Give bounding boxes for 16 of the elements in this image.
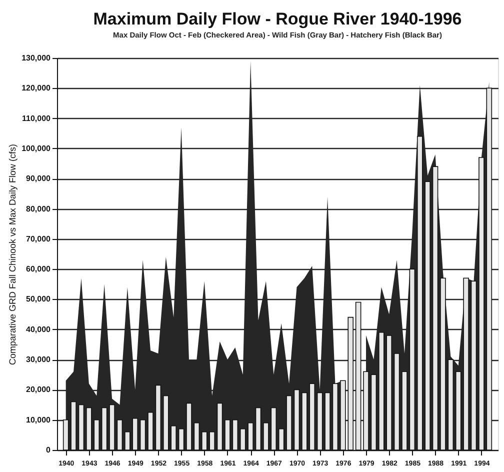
chart-title: Maximum Daily Flow - Rogue River 1940-1996 (93, 10, 462, 28)
y-tick-label: 110,000 (22, 114, 52, 123)
y-tick-label: 100,000 (22, 144, 52, 153)
y-tick-label: 50,000 (26, 294, 52, 304)
y-tick-label: 20,000 (26, 385, 52, 394)
y-tick-label: 70,000 (26, 234, 52, 244)
y-tick-label: 120,000 (22, 84, 52, 93)
y-tick-label: 90,000 (26, 174, 52, 184)
y-tick-label: 30,000 (26, 355, 52, 364)
y-tick-label: 130,000 (22, 54, 52, 62)
y-tick-label: 80,000 (26, 204, 52, 214)
y-tick-label: 0 (46, 446, 52, 454)
y-axis-title: Comparative GRD Fall Chinook vs Max Daily Flow (cfs) (8, 144, 18, 366)
y-tick-label: 40,000 (26, 324, 52, 334)
y-tick-label: 60,000 (26, 264, 52, 274)
y-tick-label: 10,000 (26, 415, 52, 424)
